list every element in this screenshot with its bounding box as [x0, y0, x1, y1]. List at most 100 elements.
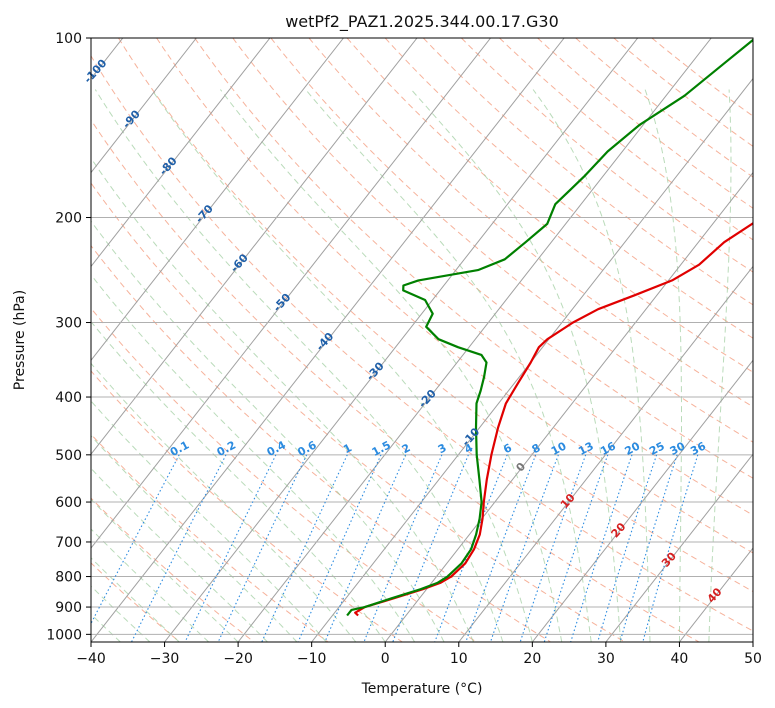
y-tick-label: 600	[55, 495, 82, 511]
dry-adiabat	[156, 38, 753, 554]
y-tick-label: 1000	[46, 627, 82, 643]
moist-adiabat	[708, 89, 732, 642]
mixing-ratio-label: 0.2	[215, 438, 238, 459]
dry-adiabat	[232, 38, 753, 479]
moist-adiabat	[220, 89, 563, 642]
isotherm	[679, 547, 753, 642]
moist-adiabat	[91, 528, 210, 642]
isotherm	[531, 359, 753, 642]
mixing-ratio-line	[261, 454, 348, 642]
isotherm	[164, 38, 639, 642]
dry-adiabat	[118, 38, 753, 593]
dry-adiabat	[91, 55, 753, 632]
mixing-ratio-label: 3	[436, 441, 449, 456]
isotherm	[91, 38, 271, 268]
moist-adiabat	[532, 89, 651, 642]
moist-adiabat	[91, 435, 298, 642]
moist-adiabat	[305, 89, 592, 642]
y-tick-label: 400	[55, 390, 82, 406]
dry-adiabat	[270, 38, 753, 443]
mixing-ratio-label: 30	[668, 439, 688, 458]
dry-adiabat	[422, 38, 753, 306]
moist-adiabat	[151, 89, 533, 642]
mixing-ratio-label: 36	[688, 439, 708, 458]
mixing-ratio-line	[91, 454, 180, 625]
isotherm	[91, 38, 418, 456]
moist-adiabat	[91, 320, 386, 642]
moist-adiabat	[91, 220, 445, 642]
mixing-ratio-line	[363, 454, 443, 642]
y-tick-label: 500	[55, 448, 82, 464]
mixing-ratio-line	[465, 454, 537, 642]
axes: −40 −30 −20 −10 0 10 20 30 40 5010020030040050060…	[46, 31, 762, 667]
dry-adiabat	[194, 38, 753, 516]
isotherm	[605, 453, 753, 642]
moist-adiabat	[91, 157, 474, 642]
mixing-ratio-label: 0.4	[265, 438, 289, 459]
dry-adiabat	[384, 38, 753, 339]
y-tick-label: 200	[55, 211, 82, 227]
dry-adiabat	[91, 182, 626, 642]
mixing-ratio-line	[519, 454, 587, 642]
mixing-ratio-line	[570, 454, 633, 642]
mixing-ratio-label: 25	[647, 439, 667, 458]
mixing-ratio-label: 13	[576, 439, 596, 458]
plot-area	[91, 38, 753, 642]
mixing-ratio-label: 6	[501, 441, 514, 456]
isotherm	[91, 38, 197, 174]
temperature-profile	[354, 222, 753, 617]
mixing-ratio-label: 1.5	[370, 438, 393, 459]
x-tick-label: 50	[744, 651, 762, 667]
moist-adiabat	[91, 585, 151, 642]
x-tick-label: 30	[597, 651, 615, 667]
moist-adiabat	[644, 89, 682, 642]
y-tick-label: 300	[55, 316, 82, 332]
dry-adiabat	[613, 38, 753, 147]
y-axis-label: Pressure (hPa)	[12, 290, 28, 390]
dry-adiabat	[91, 433, 329, 642]
mixing-ratio-line	[489, 454, 559, 642]
x-tick-label: 0	[381, 651, 390, 667]
mixing-ratio-line	[597, 454, 658, 642]
y-tick-label: 900	[55, 600, 82, 616]
chart-title: wetPf2_PAZ1.2025.344.00.17.G30	[285, 12, 559, 32]
mixing-ratio-line	[642, 454, 699, 642]
x-tick-label: −40	[76, 651, 106, 667]
isotherm	[91, 38, 491, 549]
mixing-ratio-line	[619, 454, 678, 642]
mixing-ratio-label: 16	[598, 439, 618, 458]
mixing-ratio-label: 20	[623, 439, 643, 458]
moist-adiabat	[410, 89, 622, 642]
x-tick-label: −30	[150, 651, 180, 667]
dry-adiabat	[499, 38, 753, 241]
isotherm	[91, 38, 344, 362]
dry-adiabat	[346, 38, 753, 373]
dry-adiabat	[91, 244, 551, 642]
plot-frame	[90, 37, 754, 643]
dewpoint-profile	[346, 38, 753, 617]
x-axis-label: Temperature (°C)	[361, 681, 483, 697]
moist-adiabat	[91, 467, 268, 642]
dry-adiabat	[91, 119, 700, 642]
y-tick-label: 800	[55, 570, 82, 586]
moist-adiabat	[91, 498, 239, 642]
dry-adiabat	[91, 497, 255, 642]
x-tick-label: −10	[297, 651, 327, 667]
moist-adiabat	[94, 89, 504, 642]
moist-adiabat	[91, 400, 327, 642]
isotherm	[458, 265, 753, 642]
mixing-ratio-label: 2	[400, 441, 413, 456]
mixing-ratio-label: 1	[341, 441, 354, 456]
isotherm	[311, 77, 753, 642]
isotherm	[384, 171, 753, 642]
mixing-ratio-line	[184, 454, 277, 642]
x-tick-label: 40	[671, 651, 689, 667]
moist-adiabat	[91, 274, 416, 642]
x-tick-label: 10	[450, 651, 468, 667]
y-tick-label: 100	[55, 31, 82, 47]
x-tick-label: −20	[223, 651, 253, 667]
moist-adiabat	[91, 362, 357, 642]
isotherm	[237, 38, 712, 642]
dry-adiabat	[91, 307, 477, 642]
